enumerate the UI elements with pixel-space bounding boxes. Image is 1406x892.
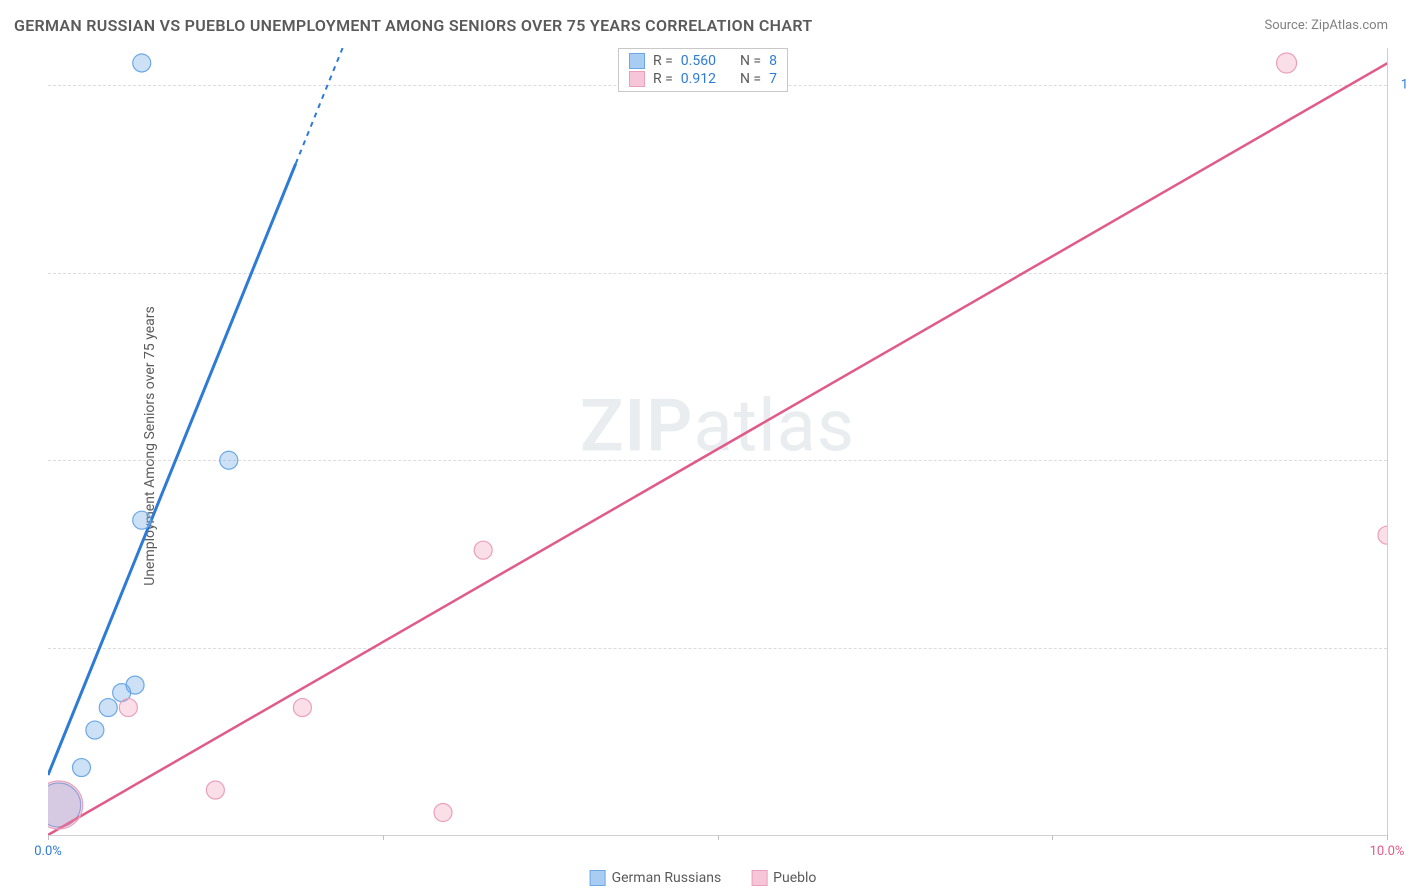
x-tick-label: 10.0% xyxy=(1370,844,1405,859)
swatch-blue-icon xyxy=(629,53,645,69)
n-value-blue: 8 xyxy=(769,53,777,69)
r-value-pink: 0.912 xyxy=(681,71,716,87)
legend-row-pink: R = 0.912 N = 7 xyxy=(629,71,777,87)
x-tick-mark xyxy=(718,835,719,840)
series-legend: German Russians Pueblo xyxy=(590,870,817,886)
r-label: R = xyxy=(653,53,673,69)
r-value-blue: 0.560 xyxy=(681,53,716,69)
legend-label: Pueblo xyxy=(773,870,816,886)
legend-item-pueblo: Pueblo xyxy=(751,870,816,886)
chart-title: GERMAN RUSSIAN VS PUEBLO UNEMPLOYMENT AM… xyxy=(14,16,813,35)
legend-label: German Russians xyxy=(612,870,722,886)
y-tick-label: 100.0% xyxy=(1401,78,1406,93)
source-label: Source: ZipAtlas.com xyxy=(1264,18,1388,33)
swatch-pink-icon xyxy=(751,870,767,886)
x-tick-label: 0.0% xyxy=(34,844,62,859)
r-label: R = xyxy=(653,71,673,87)
legend-row-blue: R = 0.560 N = 8 xyxy=(629,53,777,69)
x-tick-mark xyxy=(383,835,384,840)
correlation-legend: R = 0.560 N = 8 R = 0.912 N = 7 xyxy=(618,48,788,92)
x-tick-mark xyxy=(48,835,49,840)
correlation-chart: GERMAN RUSSIAN VS PUEBLO UNEMPLOYMENT AM… xyxy=(0,0,1406,892)
n-label: N = xyxy=(740,71,761,87)
plot-area: ZIPatlas 25.0%50.0%75.0%100.0%0.0%10.0% xyxy=(48,48,1388,836)
swatch-pink-icon xyxy=(629,71,645,87)
x-tick-mark xyxy=(1052,835,1053,840)
n-label: N = xyxy=(740,53,761,69)
legend-item-german-russians: German Russians xyxy=(590,870,722,886)
n-value-pink: 7 xyxy=(769,71,777,87)
x-tick-mark xyxy=(1387,835,1388,840)
plot-svg xyxy=(48,48,1387,835)
swatch-blue-icon xyxy=(590,870,606,886)
